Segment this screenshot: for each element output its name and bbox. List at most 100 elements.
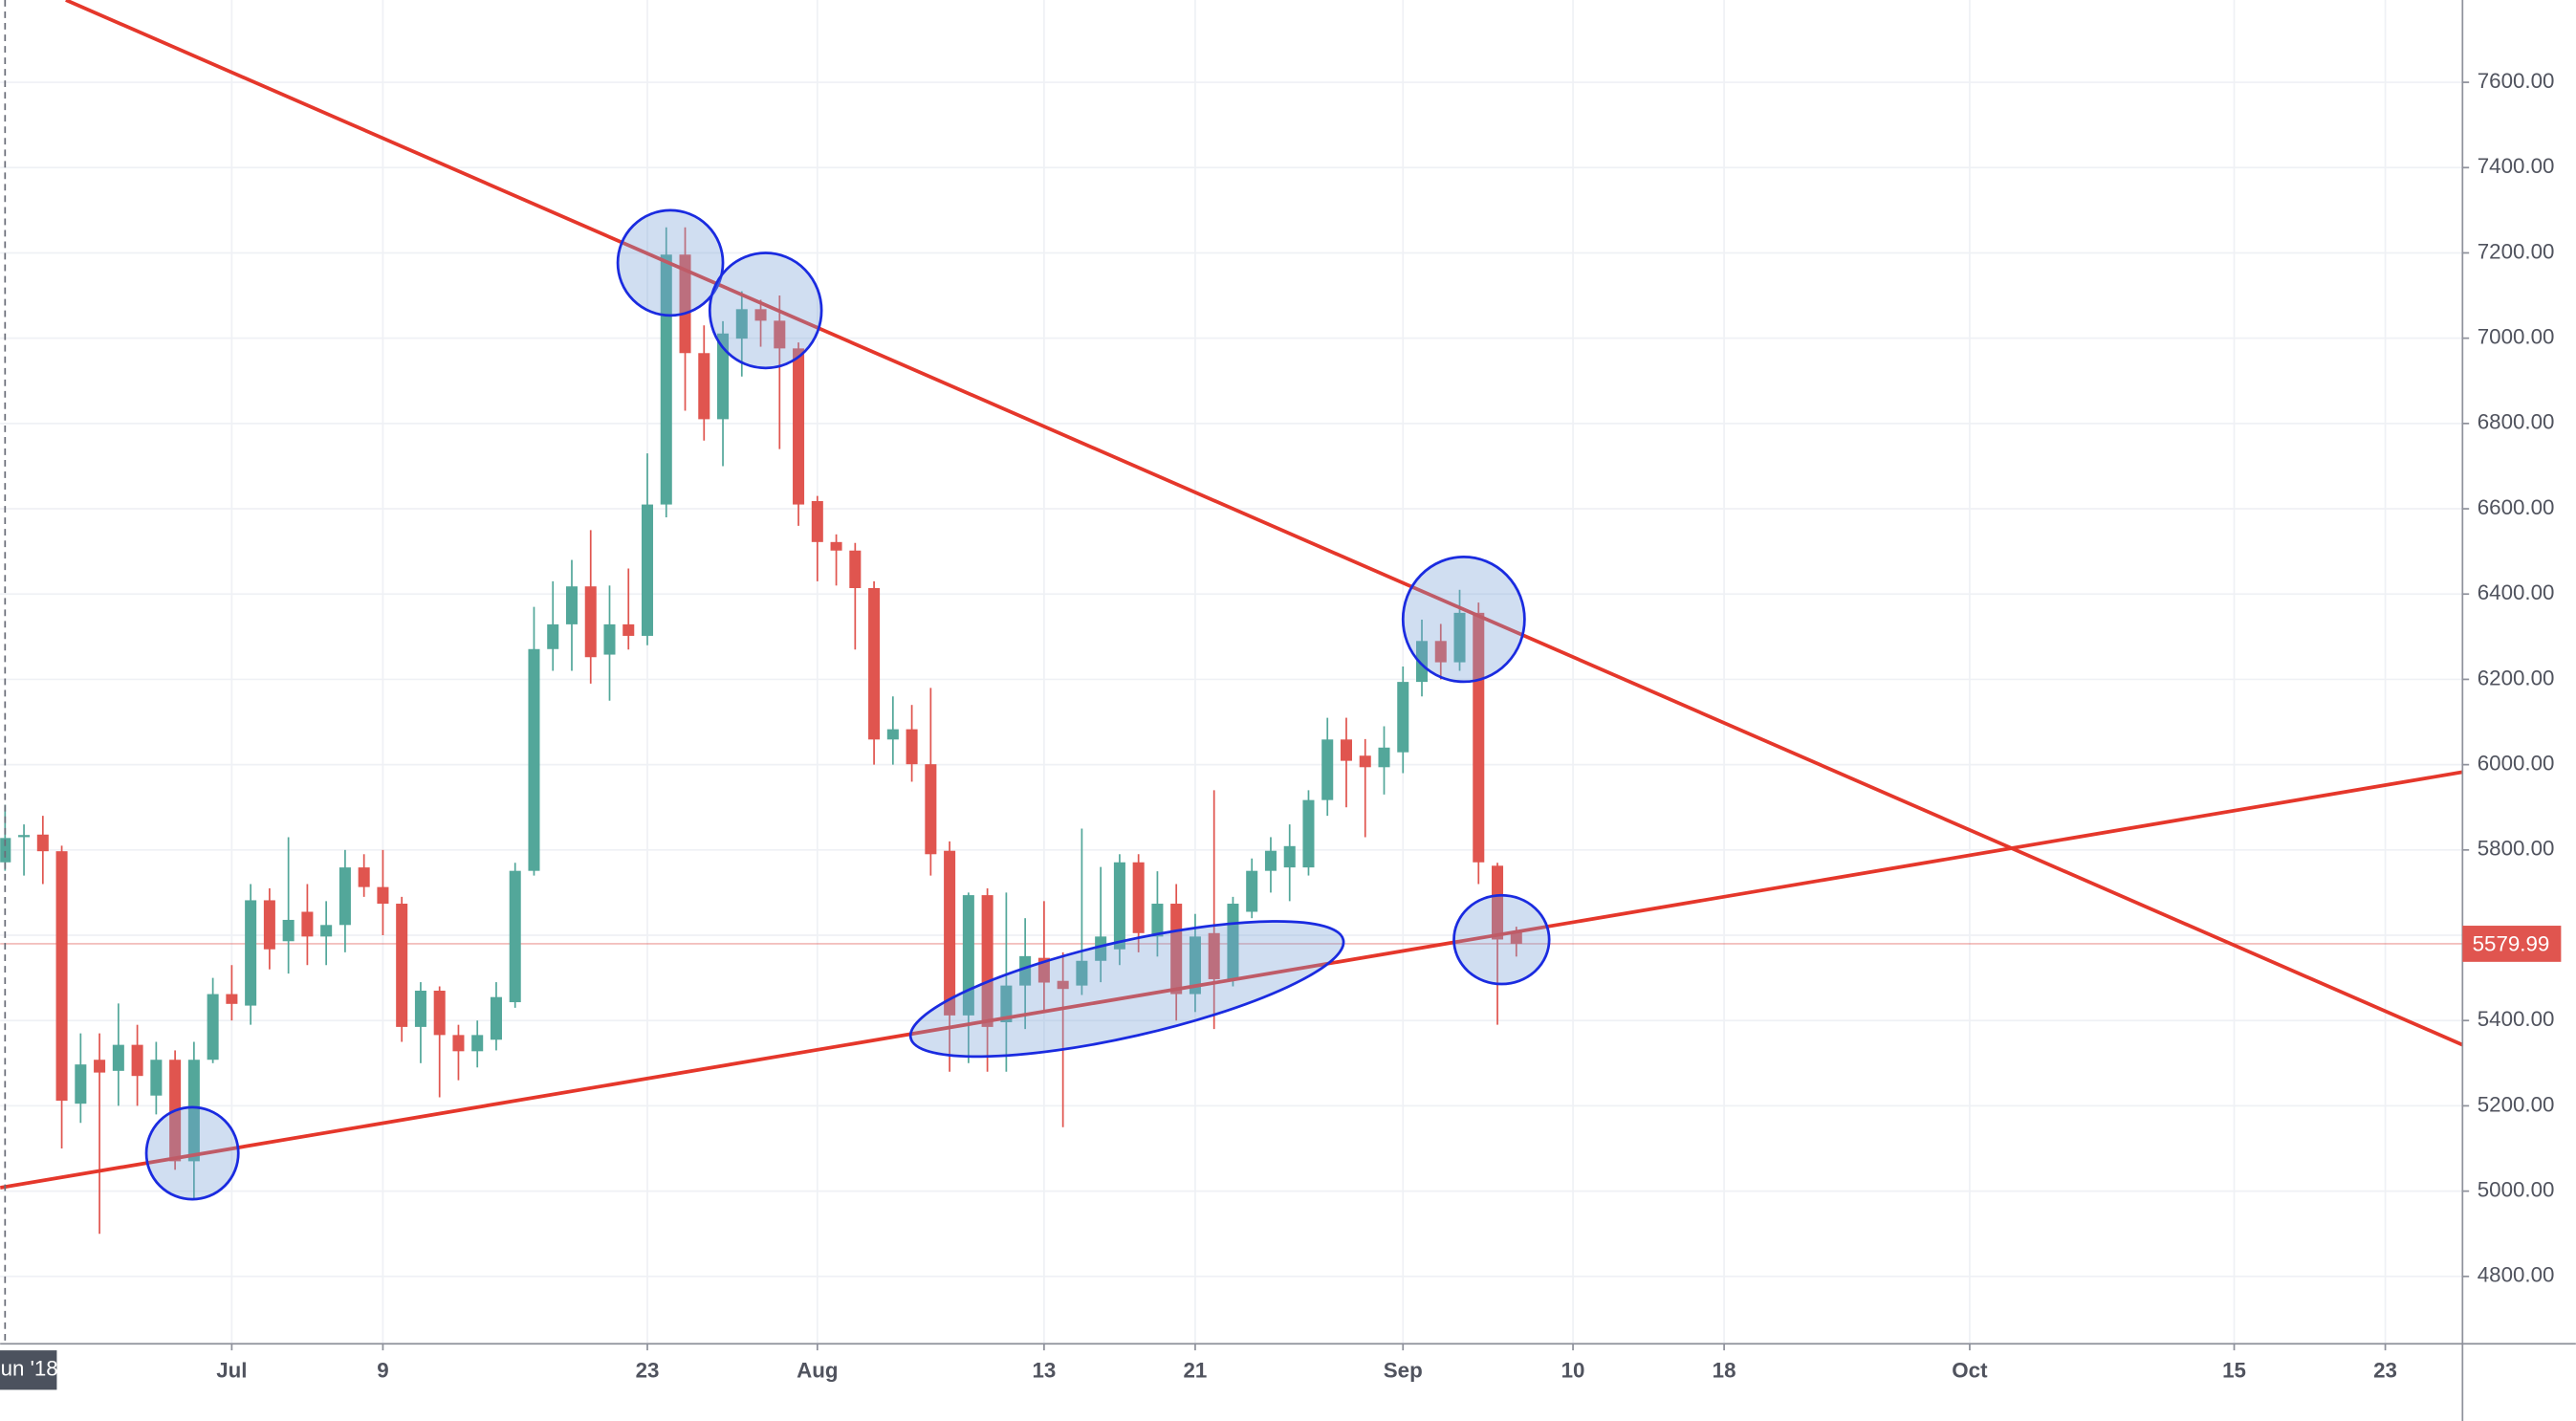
x-tick-label: Jul [216, 1358, 247, 1382]
candle-body [584, 586, 597, 658]
last-price-box [2462, 926, 2562, 962]
candle-body [245, 900, 257, 1006]
candle-body [358, 867, 370, 887]
candle-body [565, 586, 578, 624]
candle-body [1492, 865, 1504, 940]
candle-body [0, 838, 11, 863]
candle-body [1037, 957, 1050, 983]
candle-body [509, 870, 521, 1003]
y-tick-label: 6400.00 [2478, 580, 2555, 604]
candle-body [868, 587, 881, 740]
y-tick-label: 5800.00 [2478, 837, 2555, 861]
highlight-ellipse [1401, 556, 1526, 684]
y-tick-label: 6200.00 [2478, 666, 2555, 689]
candle-body [811, 501, 823, 542]
candle-body [1264, 850, 1277, 871]
x-tick-label: 23 [2373, 1358, 2397, 1382]
highlight-ellipse [1452, 893, 1551, 986]
candle-body [396, 904, 408, 1027]
candle-body [36, 834, 49, 852]
candle-body [1208, 932, 1220, 979]
candle-body [301, 911, 314, 937]
candle-body [528, 648, 540, 871]
x-tick-label: Oct [1952, 1358, 1988, 1382]
candle-body [1434, 641, 1447, 663]
candle-body [1019, 955, 1032, 986]
candle-body [886, 729, 899, 740]
candle-body [452, 1035, 465, 1052]
candle-body [962, 895, 974, 1016]
y-tick-label: 6000.00 [2478, 752, 2555, 776]
x-tick-label: 13 [1032, 1358, 1056, 1382]
candle-body [1170, 904, 1183, 995]
candle-body [1302, 799, 1315, 868]
candle-body [698, 353, 710, 420]
candle-body [679, 254, 691, 354]
candle-body [263, 900, 275, 950]
candle-body [944, 850, 956, 1016]
y-tick-label: 6600.00 [2478, 495, 2555, 519]
y-tick-label: 5200.00 [2478, 1092, 2555, 1116]
candle-body [1151, 904, 1164, 937]
trend-line [0, 770, 2463, 1190]
candle-body [981, 895, 993, 1027]
candle-body [1415, 641, 1429, 683]
candle-body [774, 320, 786, 349]
x-tick-label: Sep [1384, 1358, 1423, 1382]
candle-body [414, 990, 426, 1027]
candle-body [717, 333, 730, 420]
candle-body [320, 925, 333, 937]
candle-body [641, 504, 654, 636]
candle-body [1246, 870, 1258, 912]
candle-body [1510, 931, 1522, 944]
y-tick-label: 7600.00 [2478, 69, 2555, 93]
x-tick-label: 21 [1184, 1358, 1208, 1382]
candle-body [226, 994, 238, 1004]
candle-body [1340, 739, 1352, 761]
candle-body [112, 1044, 124, 1071]
candle-body [1132, 862, 1145, 933]
drawings [0, 0, 2463, 1344]
y-tick-label: 7200.00 [2478, 239, 2555, 263]
candle-body [1473, 612, 1485, 863]
candle-body [754, 309, 767, 321]
candle-body [187, 1060, 200, 1162]
candle-body [925, 764, 937, 855]
candle-body [547, 623, 559, 649]
candle-body [1397, 682, 1409, 753]
candle-body [55, 851, 68, 1102]
candle-body [1321, 739, 1334, 800]
candle-body [603, 623, 616, 655]
candle-body [94, 1060, 106, 1073]
candle-body [131, 1044, 143, 1077]
candle-body [1453, 612, 1466, 663]
candle-body [906, 729, 918, 765]
y-tick-label: 7000.00 [2478, 325, 2555, 349]
candle-body [1378, 747, 1390, 768]
candle-body [793, 348, 805, 505]
candle-body [75, 1064, 87, 1104]
highlight-ellipse [708, 251, 823, 370]
x-tick-label: 9 [377, 1358, 388, 1382]
highlight-ellipse [908, 920, 1345, 1059]
candle-body [1283, 845, 1296, 868]
candle-body [1076, 960, 1088, 986]
y-tick-label: 5000.00 [2478, 1178, 2555, 1202]
candle-body [830, 541, 842, 551]
x-tick-label: Aug [797, 1358, 838, 1382]
crosshair-label-box [0, 1350, 57, 1390]
highlight-ellipse [144, 1105, 240, 1201]
candle-body [1057, 980, 1069, 990]
candle-body [1000, 985, 1013, 1022]
candle-body [1095, 936, 1107, 961]
x-tick-label: 23 [636, 1358, 660, 1382]
candle-body [338, 867, 351, 926]
x-tick-label: 10 [1561, 1358, 1585, 1382]
candle-body [849, 550, 862, 588]
grid [0, 0, 2463, 1344]
candle-body [622, 623, 635, 636]
candle-body [660, 254, 672, 505]
x-tick-label: 15 [2222, 1358, 2246, 1382]
